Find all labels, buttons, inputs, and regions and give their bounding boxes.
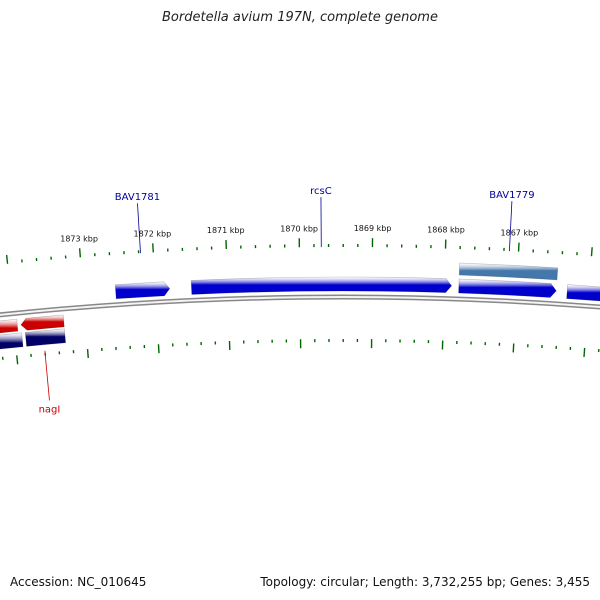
ruler-tick-inner [583, 347, 586, 358]
genes-value: 3,455 [555, 575, 590, 589]
forward-gene-arrow [114, 281, 171, 300]
gene-label-leader [509, 201, 513, 252]
ruler-tick-label: 1869 kbp [354, 224, 392, 233]
forward-gene-arrow [566, 284, 600, 302]
gene-labels: BAV1781 rcsC BAV1779 nagI [39, 186, 535, 415]
ruler-ticks-outer [5, 238, 593, 264]
length-value: 3,732,255 bp [421, 575, 502, 589]
cds-block [24, 328, 66, 347]
accession-value: NC_010645 [77, 575, 147, 589]
ruler-tick-outer [78, 248, 82, 258]
genome-backbone-inner [0, 296, 600, 316]
gene-label-leader [44, 350, 50, 401]
ruler-tick-labels: 1873 kbp 1872 kbp 1871 kbp 1870 kbp 1869 kbp… [60, 224, 538, 243]
genes-label: Genes: [509, 575, 552, 589]
forward-gene-arrow [190, 276, 452, 295]
forward-gene-arrow [458, 278, 557, 298]
topology-label: Topology: [260, 575, 317, 589]
gene-label: BAV1781 [115, 192, 160, 203]
genome-stats: Topology: circular; Length: 3,732,255 bp… [260, 575, 590, 589]
genome-title: Bordetella avium 197N, complete genome [162, 10, 438, 25]
ruler-tick-label: 1867 kbp [501, 229, 539, 238]
gene-label: nagI [39, 404, 61, 415]
cds-block [458, 262, 559, 281]
ruler-tick-outer [5, 254, 9, 264]
cds-block [0, 332, 24, 350]
ruler-tick-label: 1870 kbp [280, 224, 318, 233]
accession-text: Accession: NC_010645 [10, 575, 146, 589]
ruler-ticks-inner [1, 338, 600, 365]
ruler-tick-outer [152, 243, 154, 253]
gene-arrows [0, 276, 600, 334]
ruler-tick-outer [590, 247, 593, 257]
ruler-tick-label: 1871 kbp [207, 226, 245, 235]
ruler-tick-label: 1873 kbp [60, 234, 98, 243]
reverse-gene-arrow [0, 318, 19, 334]
gene-label: rcsC [310, 186, 332, 197]
reverse-gene-arrow [20, 314, 65, 331]
gene-label-leader [137, 203, 141, 254]
ruler-tick-inner [16, 355, 19, 365]
gene-label: BAV1779 [489, 190, 534, 201]
stats-sep-2: ; [501, 575, 510, 589]
stats-sep-1: ; [364, 575, 373, 589]
ruler-tick-label: 1868 kbp [427, 226, 465, 235]
length-label: Length: [372, 575, 419, 589]
accession-label: Accession: [10, 575, 74, 589]
ruler-tick-label: 1872 kbp [134, 229, 172, 238]
cds-tracks [0, 262, 559, 350]
ruler-tick-inner [157, 344, 160, 354]
topology-value: circular [320, 575, 365, 589]
ruler-tick-inner [86, 348, 89, 359]
